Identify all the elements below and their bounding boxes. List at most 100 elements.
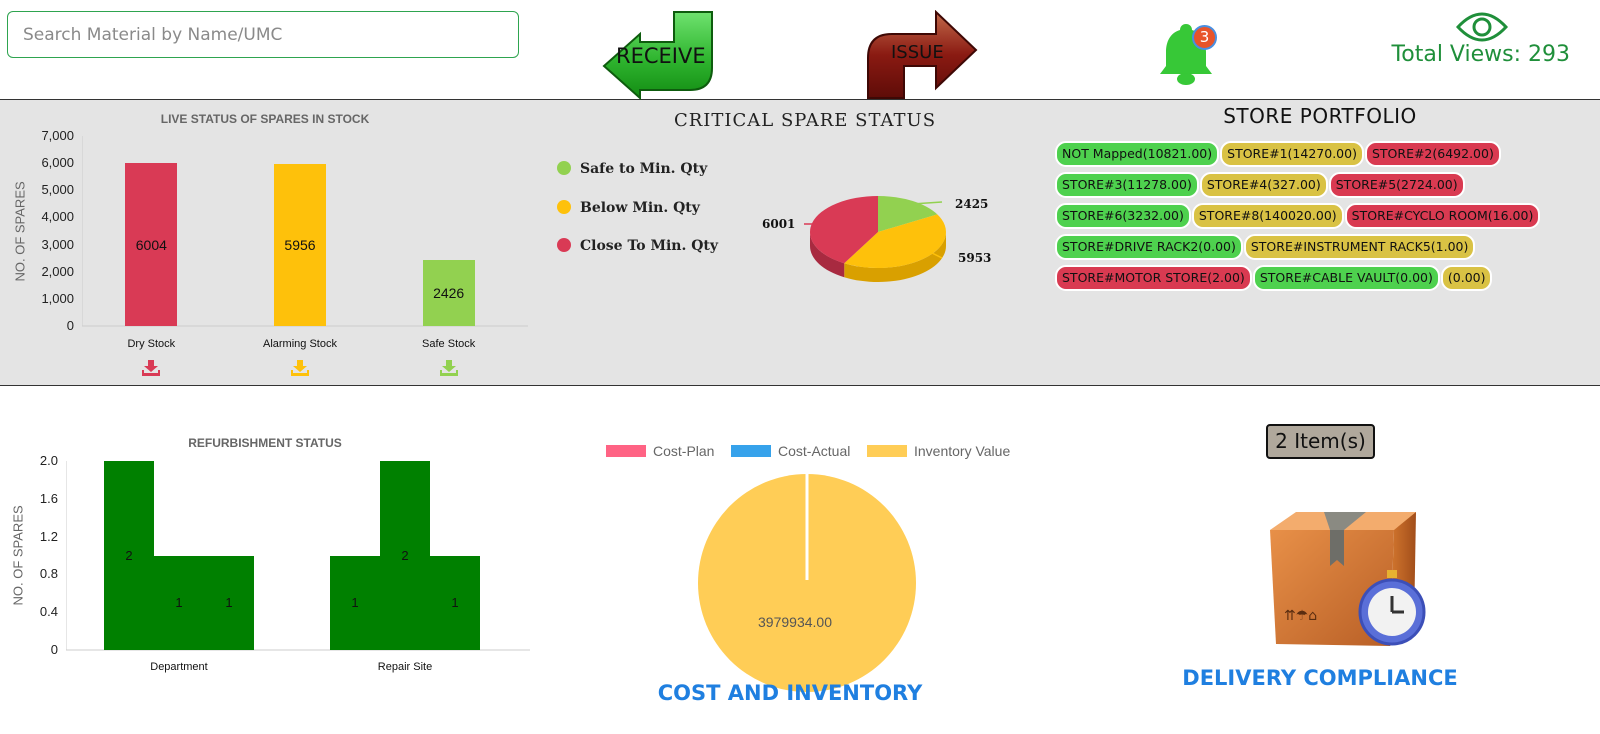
refurb-bar-value: 1 xyxy=(351,594,359,610)
download-icon[interactable] xyxy=(439,360,459,377)
search-input[interactable] xyxy=(7,11,519,58)
cost-inventory-pie xyxy=(698,474,916,692)
live-status-bar[interactable] xyxy=(125,163,178,326)
refurb-category: Department xyxy=(150,661,208,673)
download-icon[interactable] xyxy=(290,360,310,377)
eye-icon xyxy=(1456,12,1508,42)
pie-slice[interactable] xyxy=(878,196,938,232)
live-status-ytick: 3,000 xyxy=(41,236,74,252)
receive-arrow-icon xyxy=(602,11,713,101)
live-status-ytick: 5,000 xyxy=(41,182,74,198)
pie-slice-side xyxy=(810,232,845,278)
refurb-category: Repair Site xyxy=(377,661,433,673)
refurb-bar[interactable] xyxy=(104,461,154,650)
store-portfolio-title: STORE PORTFOLIO xyxy=(1223,104,1417,128)
refurb-axis xyxy=(66,461,530,651)
refurb-bar-value: 1 xyxy=(225,594,233,610)
legend-below-label: Below Min. Qty xyxy=(580,200,700,216)
live-status-bar[interactable] xyxy=(274,164,326,326)
legend-cost-actual-label: Cost-Actual xyxy=(778,443,851,459)
live-status-title: LIVE STATUS OF SPARES IN STOCK xyxy=(160,112,370,126)
live-status-category: Safe Stock xyxy=(422,338,476,350)
receive-button[interactable]: RECEIVE xyxy=(600,10,718,101)
legend-inventory-value-label: Inventory Value xyxy=(914,443,1011,459)
critical-spare-pie xyxy=(804,196,946,282)
live-status-ytick: 2,000 xyxy=(41,263,74,279)
pie-slice-inventory-value xyxy=(698,474,916,692)
store-chip[interactable]: STORE#4(327.00) xyxy=(1199,172,1328,198)
store-chip[interactable]: STORE#INSTRUMENT RACK5(1.00) xyxy=(1243,234,1476,260)
live-status-bar-value: 2426 xyxy=(433,285,465,302)
refurb-ytick: 1.6 xyxy=(39,490,58,506)
legend-close-label: Close To Min. Qty xyxy=(580,238,719,254)
store-chip[interactable]: (0.00) xyxy=(1440,265,1493,291)
refurb-bar[interactable] xyxy=(154,555,204,650)
pie-slice[interactable] xyxy=(810,196,878,264)
refurb-ytick: 0.8 xyxy=(39,566,58,582)
store-chip[interactable]: STORE#2(6492.00) xyxy=(1364,141,1501,167)
notification-badge: 3 xyxy=(1192,25,1217,50)
receive-label: RECEIVE xyxy=(616,44,706,68)
refurb-bar[interactable] xyxy=(430,555,480,650)
refurb-ytick: 0 xyxy=(50,642,58,657)
package-timer-icon[interactable]: ⇈☂⌂ xyxy=(1266,508,1432,656)
refurb-bar-value: 1 xyxy=(175,594,183,610)
live-status-category: Alarming Stock xyxy=(263,338,337,350)
legend-inventory-value-swatch xyxy=(867,445,907,457)
pie-leader-line xyxy=(929,251,943,259)
pie-label-close: 6001 xyxy=(762,217,796,231)
issue-button[interactable]: ISSUE xyxy=(866,9,980,100)
legend-cost-actual-swatch xyxy=(731,445,771,457)
store-chip[interactable]: STORE#3(11278.00) xyxy=(1055,172,1199,198)
svg-text:⇈☂⌂: ⇈☂⌂ xyxy=(1284,608,1317,624)
store-chip[interactable]: STORE#5(2724.00) xyxy=(1328,172,1465,198)
live-status-ytick: 1,000 xyxy=(41,290,74,306)
legend-safe: Safe to Min. Qty xyxy=(557,161,707,177)
live-status-ytick: 0 xyxy=(66,318,74,333)
legend-inventory-value: Inventory Value xyxy=(867,443,1010,459)
legend-cost-plan: Cost-Plan xyxy=(606,443,714,459)
store-chip[interactable]: STORE#6(3232.00) xyxy=(1055,203,1191,229)
refurb-y-axis-title: NO. OF SPARES xyxy=(10,505,26,606)
delivery-compliance-title[interactable]: DELIVERY COMPLIANCE xyxy=(1182,666,1458,690)
legend-below: Below Min. Qty xyxy=(557,200,700,216)
legend-below-swatch xyxy=(557,200,571,214)
refurb-bar-value: 2 xyxy=(125,547,133,563)
live-status-ytick: 6,000 xyxy=(41,155,74,171)
legend-cost-plan-swatch xyxy=(606,445,646,457)
live-status-axis xyxy=(82,136,528,327)
refurb-ytick: 2.0 xyxy=(39,453,58,468)
refurb-bar[interactable] xyxy=(204,555,254,650)
live-status-ytick: 4,000 xyxy=(41,209,74,225)
legend-safe-label: Safe to Min. Qty xyxy=(580,161,708,177)
live-status-bar-value: 6004 xyxy=(135,236,167,253)
pie-label-below: 5953 xyxy=(958,251,992,265)
store-chip[interactable]: STORE#MOTOR STORE(2.00) xyxy=(1055,265,1252,291)
legend-cost-plan-label: Cost-Plan xyxy=(653,443,715,459)
store-chip[interactable]: STORE#CYCLO ROOM(16.00) xyxy=(1344,203,1541,229)
refurb-ytick: 0.4 xyxy=(39,604,58,620)
pie-slice[interactable] xyxy=(844,214,946,268)
critical-spare-title: CRITICAL SPARE STATUS xyxy=(673,110,937,131)
issue-arrow-icon xyxy=(867,9,978,99)
store-chip[interactable]: STORE#8(140020.00) xyxy=(1191,203,1344,229)
refurb-bar-value: 2 xyxy=(401,547,409,563)
refurb-bar[interactable] xyxy=(330,555,380,650)
refurb-bar[interactable] xyxy=(380,461,430,650)
store-portfolio-chips: NOT Mapped(10821.00) STORE#1(14270.00) STO… xyxy=(1055,141,1595,296)
cost-inventory-title[interactable]: COST AND INVENTORY xyxy=(657,681,923,705)
store-chip[interactable]: NOT Mapped(10821.00) xyxy=(1055,141,1220,167)
store-chip[interactable]: STORE#DRIVE RACK2(0.00) xyxy=(1055,234,1243,260)
cost-pie-value: 3979934.00 xyxy=(758,614,832,630)
store-chip[interactable]: STORE#CABLE VAULT(0.00) xyxy=(1252,265,1440,291)
pie-leader-line xyxy=(911,201,943,205)
store-chip[interactable]: STORE#1(14270.00) xyxy=(1220,141,1364,167)
top-bar: RECEIVE ISSUE 3 Total Views: 293 xyxy=(0,0,1600,101)
refurb-ytick: 1.2 xyxy=(39,528,58,544)
download-icon[interactable] xyxy=(141,360,161,377)
live-status-bar[interactable] xyxy=(422,260,475,326)
live-status-ytick: 7,000 xyxy=(41,128,74,143)
pie-label-safe: 2425 xyxy=(955,197,989,211)
total-views: Total Views: 293 xyxy=(1391,42,1570,67)
items-count-button[interactable]: 2 Item(s) xyxy=(1266,424,1375,459)
